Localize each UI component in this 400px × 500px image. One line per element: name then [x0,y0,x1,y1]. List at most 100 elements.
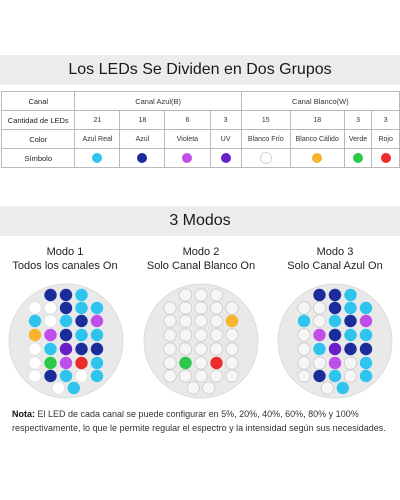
mode-title: Modo 1 [46,246,84,258]
mode-title: Modo 3 [316,246,354,258]
note-text: El LED de cada canal se puede configurar… [12,409,386,433]
led-off [194,342,208,356]
color-cell: UV [209,129,242,149]
led-violet [359,314,373,328]
led-cyan [75,301,88,315]
led-off [343,356,358,370]
led-cold-white [51,381,65,395]
mode-title: Modo 2 [182,246,220,258]
color-cell: Blanco Cálido [289,129,345,149]
led-off [194,369,208,383]
led-blue [313,288,326,302]
led-panel-mode-1 [8,283,124,399]
led-cyan [328,314,342,328]
led-cyan [336,381,349,395]
led-off [225,301,239,315]
led-cold-white [28,342,42,356]
symbol-cell [289,148,345,168]
led-off [297,342,311,356]
led-symbol-cold-white [260,153,271,163]
led-blue [328,328,342,342]
led-cyan [75,328,88,342]
led-symbol-uv [220,153,231,163]
led-blue [359,342,373,356]
count-cell: 3 [343,110,373,130]
led-violet [313,328,326,342]
led-off [186,381,200,395]
channel-row-label: Canal [0,91,76,111]
color-cell: Violeta [164,129,211,149]
led-cyan [359,301,373,315]
count-cell: 21 [74,110,121,130]
led-cold-white [75,369,89,383]
led-off [163,328,177,342]
led-off [163,356,177,370]
led-cyan [328,369,342,383]
led-violet [328,356,342,370]
symbol-row-label: Símbolo [0,148,76,168]
page-title: Los LEDs Se Dividen en Dos Grupos [68,61,332,78]
modes-title: 3 Modos [169,212,231,229]
led-off [209,342,224,356]
led-off [297,369,311,383]
mode-subtitle: Solo Canal Azul On [287,260,383,272]
led-blue [328,301,342,315]
led-off [209,314,224,328]
led-blue [328,288,342,302]
led-off [194,314,208,328]
color-row-label: Color [0,129,76,149]
led-blue [44,288,57,302]
led-off [194,356,208,370]
note: Nota: El LED de cada canal se puede conf… [12,407,390,435]
count-cell: 6 [164,110,211,130]
led-red [75,356,88,370]
mode-subtitle: Solo Canal Blanco On [146,260,256,272]
led-symbol-green [353,153,364,163]
led-cyan [90,369,104,383]
led-off [312,314,327,328]
led-uv [59,342,73,356]
led-off [209,288,224,302]
led-cyan [90,356,104,370]
count-cell: 3 [371,110,400,130]
led-cyan [90,301,104,315]
color-cell: Rojo [371,129,400,149]
color-cell: Azul [119,129,166,149]
group-white-channel: Canal Blanco(W) [240,91,400,111]
count-cell: 18 [119,110,166,130]
led-violet [90,314,104,328]
symbol-cell [371,148,400,168]
symbol-cell [343,148,373,168]
led-off [163,301,177,315]
led-blue [59,288,73,302]
led-off [194,328,208,342]
led-cyan [344,328,357,342]
led-cyan [359,328,373,342]
led-blue [75,314,88,328]
led-blue [313,369,326,383]
led-off [178,288,193,302]
led-off [225,369,239,383]
led-off [225,342,239,356]
color-row: Color Azul Real Azul Violeta UV Blanco F… [0,129,400,149]
led-symbol-violet [182,153,193,163]
led-cyan [67,381,80,395]
led-off [297,301,311,315]
led-off [163,314,177,328]
led-off [209,369,224,383]
led-off [178,314,193,328]
title-banner: Los LEDs Se Dividen en Dos Grupos [0,55,400,85]
led-green [179,356,192,370]
led-symbol-red [380,153,391,163]
led-green [44,356,57,370]
led-red [210,356,223,370]
led-off [178,328,193,342]
note-label: Nota: [12,409,35,419]
group-blue-channel: Canal Azul(B) [74,91,242,111]
led-cold-white [28,369,42,383]
led-cyan [59,369,73,383]
symbol-row: Símbolo [0,148,400,168]
led-symbol-blue [137,153,148,163]
led-cold-white [43,314,57,328]
count-cell: 3 [209,110,242,130]
